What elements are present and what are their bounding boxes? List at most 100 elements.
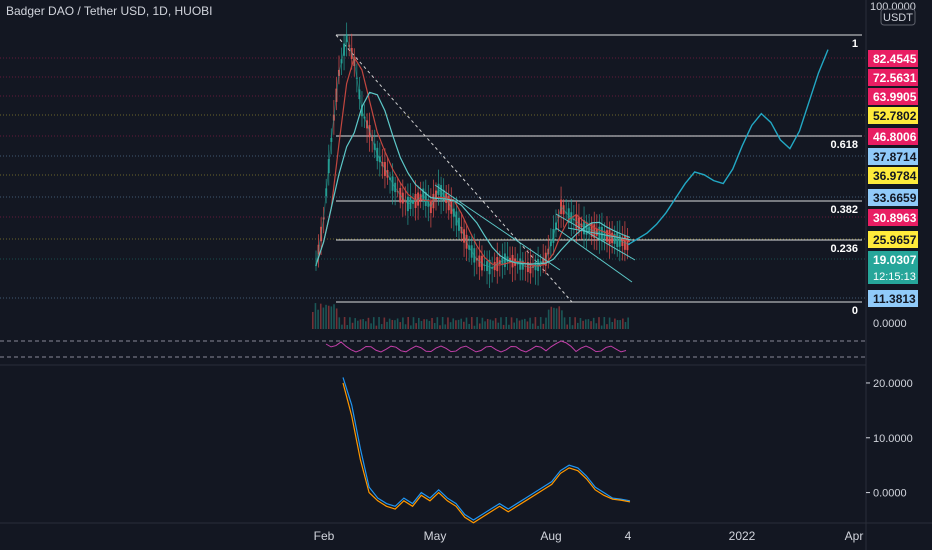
fib-trend-diagonal bbox=[335, 34, 573, 303]
volume-bar bbox=[505, 317, 508, 329]
volume-bar bbox=[510, 317, 513, 329]
volume-bar bbox=[463, 321, 465, 329]
price-projection-path bbox=[627, 49, 829, 246]
wedge-top-trendline bbox=[567, 227, 633, 241]
volume-bar bbox=[492, 320, 494, 329]
volume-bar bbox=[611, 321, 614, 329]
volume-bar bbox=[375, 325, 378, 329]
currency-badge[interactable] bbox=[880, 8, 916, 26]
volume-bar bbox=[365, 321, 367, 329]
volume-bar bbox=[380, 324, 383, 329]
countdown-tag bbox=[868, 268, 918, 284]
volume-bar bbox=[494, 318, 497, 329]
price-label-tag bbox=[868, 251, 918, 268]
x-tick-label: May bbox=[424, 529, 447, 543]
price-label-value: 82.4545 bbox=[873, 52, 917, 66]
volume-bar bbox=[513, 322, 515, 329]
volume-bar bbox=[412, 317, 415, 329]
volume-bar bbox=[471, 317, 473, 329]
volume-bar bbox=[449, 322, 452, 329]
volume-bar bbox=[595, 323, 598, 329]
volume-bar bbox=[486, 318, 489, 329]
volume-bar bbox=[500, 317, 502, 329]
volume-bar bbox=[622, 318, 624, 329]
price-label-value: 36.9784 bbox=[873, 169, 917, 183]
volume-bar bbox=[606, 324, 608, 329]
volume-bar bbox=[582, 320, 584, 329]
volume-bar bbox=[465, 317, 468, 329]
volume-bar bbox=[386, 321, 388, 329]
volume-bar bbox=[561, 310, 563, 329]
price-line bbox=[315, 36, 631, 269]
osc-y-tick-label: 10.0000 bbox=[873, 433, 913, 445]
osc-y-tick-label: 0.0000 bbox=[873, 488, 907, 500]
volume-bar bbox=[558, 306, 561, 329]
volume-bar bbox=[489, 319, 492, 329]
osc-y-tick-label: 20.0000 bbox=[873, 378, 913, 390]
volume-bar bbox=[418, 317, 420, 329]
volume-bar bbox=[537, 325, 539, 329]
volume-bar bbox=[362, 319, 364, 329]
volume-bar bbox=[566, 324, 568, 329]
volume-bar bbox=[367, 317, 370, 329]
volume-bar bbox=[563, 317, 566, 329]
volume-bar bbox=[577, 322, 579, 329]
fib-level-label: 0.236 bbox=[830, 243, 858, 255]
x-tick-label: 2022 bbox=[729, 529, 756, 543]
volume-bar bbox=[439, 325, 441, 329]
fib-level-label: 0.382 bbox=[830, 204, 858, 216]
volume-bar bbox=[346, 325, 349, 329]
volume-bar bbox=[415, 323, 417, 329]
volume-bar bbox=[444, 324, 447, 329]
volume-bar bbox=[354, 318, 356, 329]
volume-bar bbox=[441, 317, 444, 329]
wedge-upper-trendline bbox=[555, 213, 636, 261]
price-label-tag bbox=[868, 69, 918, 86]
volume-bar bbox=[600, 325, 603, 329]
volume-bar bbox=[394, 320, 396, 329]
volume-bar bbox=[341, 324, 343, 329]
volume-bar bbox=[526, 321, 529, 329]
volume-bar bbox=[378, 317, 380, 329]
volume-bar bbox=[584, 319, 587, 329]
volume-bar bbox=[534, 317, 537, 329]
volume-bar bbox=[452, 318, 455, 329]
x-tick-label: Apr bbox=[845, 529, 864, 543]
volume-bar bbox=[521, 319, 523, 329]
volume-bar bbox=[571, 325, 574, 329]
volume-bar bbox=[349, 317, 351, 329]
macd-line bbox=[342, 377, 631, 521]
price-label-tag bbox=[868, 50, 918, 67]
volume-bar bbox=[319, 303, 322, 329]
volume-bar bbox=[357, 320, 359, 329]
x-tick-label: 4 bbox=[625, 529, 632, 543]
volume-bar bbox=[569, 317, 571, 329]
volume-bar bbox=[598, 317, 600, 329]
volume-bar bbox=[627, 317, 629, 329]
volume-bar bbox=[481, 317, 484, 329]
volume-bar bbox=[574, 317, 576, 329]
volume-bar bbox=[433, 323, 436, 329]
volume-bar bbox=[476, 317, 478, 329]
volume-bar bbox=[547, 309, 550, 329]
fib-level-label: 0 bbox=[852, 305, 858, 317]
volume-bar bbox=[603, 317, 606, 329]
volume-bar bbox=[330, 306, 333, 329]
volume-bar bbox=[529, 317, 531, 329]
volume-bar bbox=[508, 324, 510, 329]
volume-bar bbox=[317, 309, 319, 329]
price-label-value: 30.8963 bbox=[873, 211, 917, 225]
volume-bar bbox=[428, 320, 431, 329]
volume-bar bbox=[333, 304, 335, 329]
volume-bar bbox=[338, 317, 341, 329]
volume-bar bbox=[447, 317, 449, 329]
price-label-value: 33.6659 bbox=[873, 191, 917, 205]
fib-level-label: 1 bbox=[852, 38, 858, 50]
volume-bar bbox=[624, 321, 627, 329]
volume-bar bbox=[431, 317, 433, 329]
volume-bar bbox=[423, 319, 425, 329]
volume-bar bbox=[545, 317, 547, 329]
price-label-tag bbox=[868, 167, 918, 184]
volume-bar bbox=[314, 303, 317, 329]
